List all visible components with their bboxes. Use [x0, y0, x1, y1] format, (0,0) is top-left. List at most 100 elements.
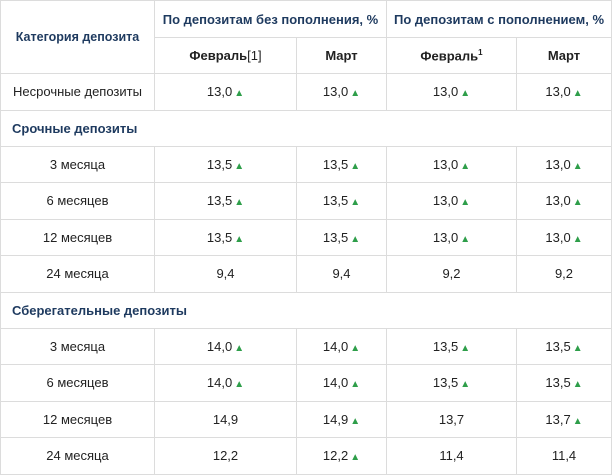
triangle-up-icon: ▲ — [460, 379, 471, 391]
triangle-up-icon: ▲ — [572, 342, 583, 354]
rate-cell: 13,5 ▲ — [296, 145, 387, 183]
rate-cell: 13,0 ▲ — [296, 73, 387, 111]
footnote-superscript[interactable]: 1 — [478, 47, 483, 57]
triangle-up-icon: ▲ — [572, 415, 583, 427]
rate-value: 13,5 — [545, 338, 571, 354]
triangle-up-icon: ▲ — [234, 342, 245, 354]
rate-value: 14,0 — [206, 338, 233, 354]
rate-value: 14,9 — [212, 411, 239, 427]
rate-cell: 9,2 — [516, 255, 612, 293]
rate-value: 13,7 — [438, 411, 465, 427]
footnote-link[interactable]: [1] — [247, 48, 262, 63]
triangle-up-icon: ▲ — [572, 160, 583, 172]
triangle-up-icon: ▲ — [234, 197, 245, 209]
table-row: 3 месяца 14,0 ▲ 14,0 ▲ 13,5 ▲ 13,5 ▲ — [0, 327, 612, 365]
rate-cell: 13,0 ▲ — [386, 73, 517, 111]
rate-value: 14,0 — [322, 375, 349, 391]
triangle-up-icon: ▲ — [350, 452, 361, 464]
rate-cell: 13,7 ▲ — [516, 400, 612, 438]
rate-cell: 9,2 — [386, 255, 517, 293]
rate-value: 12,2 — [212, 448, 239, 464]
section-label: Сберегательные депозиты — [0, 291, 612, 329]
rate-value: 13,5 — [432, 338, 459, 354]
rate-cell: 13,5 ▲ — [154, 145, 297, 183]
header-feb: Февраль[1] — [154, 37, 297, 74]
rate-value: 13,5 — [206, 156, 233, 172]
table-row: 12 месяцев 14,9 14,9 ▲ 13,7 13,7 ▲ — [0, 400, 612, 438]
triangle-up-icon: ▲ — [234, 160, 245, 172]
rate-cell: 14,0 ▲ — [154, 327, 297, 365]
header-group-no-topup: По депозитам без пополнения, % — [154, 0, 387, 38]
table-row: Несрочные депозиты 13,0 ▲ 13,0 ▲ 13,0 ▲ 13,0 ▲ — [0, 73, 612, 111]
rate-cell: 9,4 — [296, 255, 387, 293]
section-label: Срочные депозиты — [0, 109, 612, 147]
rate-cell: 13,0 ▲ — [516, 182, 612, 220]
rate-cell: 9,4 — [154, 255, 297, 293]
rate-cell: 13,5 ▲ — [154, 218, 297, 256]
triangle-up-icon: ▲ — [460, 88, 471, 100]
triangle-up-icon: ▲ — [234, 88, 245, 100]
rate-value: 13,0 — [206, 84, 233, 100]
rate-value: 13,0 — [545, 229, 571, 245]
rate-value: 13,0 — [432, 156, 459, 172]
header-mar: Март — [296, 37, 387, 74]
table-row: 24 месяца 9,4 9,4 9,2 9,2 — [0, 255, 612, 293]
rate-value: 11,4 — [439, 448, 464, 464]
rate-cell: 14,9 — [154, 400, 297, 438]
rate-cell: 13,0 ▲ — [386, 145, 517, 183]
rate-value: 13,5 — [322, 193, 349, 209]
row-label: 24 месяца — [0, 437, 155, 475]
table-body: Несрочные депозиты 13,0 ▲ 13,0 ▲ 13,0 ▲ 13,0 ▲ Ср… — [0, 73, 612, 475]
rate-value: 13,7 — [545, 411, 571, 427]
rate-value: 13,0 — [545, 156, 571, 172]
triangle-up-icon: ▲ — [460, 342, 471, 354]
row-label: 3 месяца — [0, 145, 155, 183]
rate-cell: 14,0 ▲ — [154, 364, 297, 402]
header-row-months: Февраль[1] Март Февраль1 Март — [1, 37, 612, 74]
rate-value: 13,0 — [545, 193, 571, 209]
rate-cell: 13,0 ▲ — [516, 73, 612, 111]
triangle-up-icon: ▲ — [460, 233, 471, 245]
row-label: 12 месяцев — [0, 400, 155, 438]
rate-value: 13,5 — [432, 375, 459, 391]
triangle-up-icon: ▲ — [350, 197, 361, 209]
rate-cell: 14,0 ▲ — [296, 364, 387, 402]
rate-value: 13,0 — [432, 229, 459, 245]
row-label: Несрочные депозиты — [0, 73, 155, 111]
rate-cell: 13,5 ▲ — [154, 182, 297, 220]
rate-cell: 11,4 — [516, 437, 612, 475]
triangle-up-icon: ▲ — [350, 342, 361, 354]
rate-value: 9,4 — [216, 266, 235, 282]
rate-cell: 13,0 ▲ — [386, 182, 517, 220]
rate-cell: 13,0 ▲ — [516, 145, 612, 183]
rate-cell: 14,9 ▲ — [296, 400, 387, 438]
rate-value: 9,2 — [442, 266, 461, 282]
triangle-up-icon: ▲ — [350, 160, 361, 172]
rate-cell: 13,5 ▲ — [296, 182, 387, 220]
header-mar-topup: Март — [516, 37, 612, 74]
section-row: Сберегательные депозиты — [0, 291, 612, 329]
rate-value: 13,0 — [432, 84, 459, 100]
rate-value: 13,5 — [322, 156, 349, 172]
rate-value: 14,0 — [322, 338, 349, 354]
header-feb-topup: Февраль1 — [386, 37, 517, 74]
triangle-up-icon: ▲ — [234, 233, 245, 245]
row-label: 6 месяцев — [0, 182, 155, 220]
rate-cell: 13,0 ▲ — [154, 73, 297, 111]
rate-value: 9,4 — [332, 266, 351, 282]
rate-cell: 13,5 ▲ — [516, 364, 612, 402]
rate-value: 13,5 — [206, 193, 233, 209]
rate-cell: 13,5 ▲ — [516, 327, 612, 365]
rate-cell: 11,4 — [386, 437, 517, 475]
header-row-groups: Категория депозита По депозитам без попо… — [0, 0, 612, 74]
rate-value: 14,0 — [206, 375, 233, 391]
triangle-up-icon: ▲ — [572, 233, 583, 245]
rate-cell: 13,5 ▲ — [296, 218, 387, 256]
header-category: Категория депозита — [0, 0, 155, 74]
rate-cell: 13,0 ▲ — [386, 218, 517, 256]
triangle-up-icon: ▲ — [572, 88, 583, 100]
rate-value: 11,4 — [551, 448, 577, 464]
rate-cell: 12,2 ▲ — [296, 437, 387, 475]
triangle-up-icon: ▲ — [350, 88, 361, 100]
table-row: 6 месяцев 13,5 ▲ 13,5 ▲ 13,0 ▲ 13,0 ▲ — [0, 182, 612, 220]
